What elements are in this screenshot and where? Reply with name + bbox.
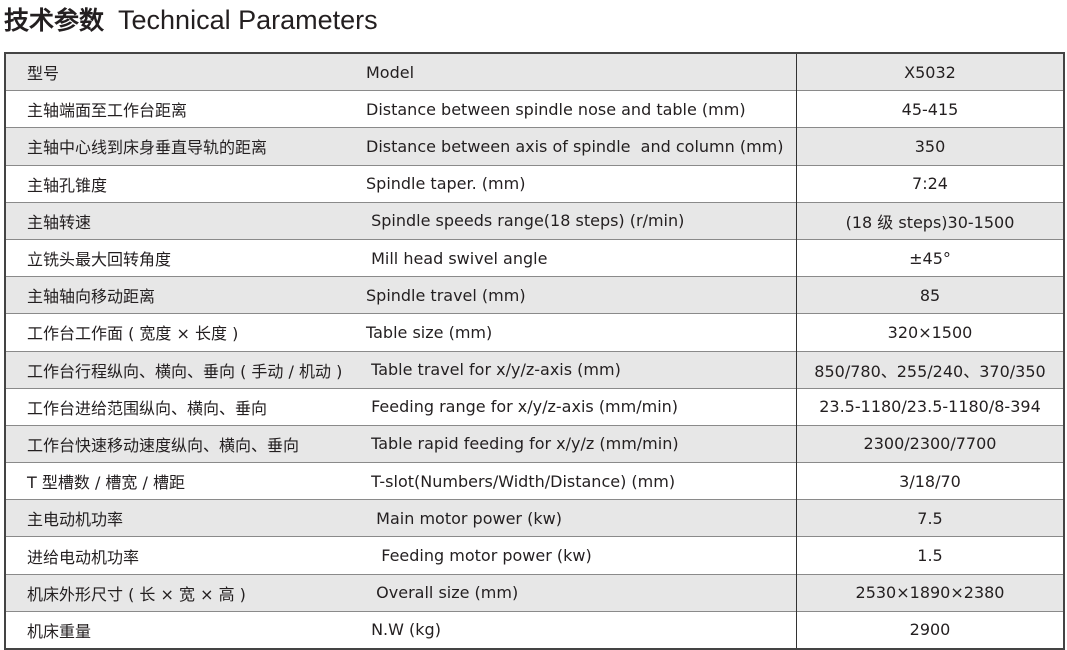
label-chinese: 工作台快速移动速度纵向、横向、垂向 [5,424,362,463]
label-english: Distance between axis of spindle and col… [362,127,797,166]
label-english: Table travel for x/y/z-axis (mm) [362,350,797,389]
parameter-value: 23.5-1180/23.5-1180/8-394 [796,387,1064,426]
label-chinese: 主轴孔锥度 [5,164,362,203]
label-chinese: T 型槽数 / 槽宽 / 槽距 [5,462,362,500]
label-chinese: 主轴中心线到床身垂直导轨的距离 [5,127,362,166]
table-row: 工作台工作面 ( 宽度 × 长度 ) Table size (mm) 320×150… [5,313,1064,351]
table-row: 主电动机功率 Main motor power (kw) 7.5 [5,499,1064,537]
label-chinese: 主轴轴向移动距离 [5,276,362,314]
label-chinese: 进给电动机功率 [5,536,362,575]
parameter-value: 350 [796,127,1064,166]
parameter-value: (18 级 steps)30-1500 [796,201,1064,240]
label-chinese: 工作台行程纵向、横向、垂向 ( 手动 / 机动 ) [5,350,362,389]
table-row: T 型槽数 / 槽宽 / 槽距 T-slot(Numbers/Width/Dis… [5,462,1064,500]
table-row: 主轴孔锥度 Spindle taper. (mm) 7:24 [5,164,1064,203]
label-english: Spindle speeds range(18 steps) (r/min) [362,201,797,240]
parameter-value: 2300/2300/7700 [796,424,1064,463]
label-chinese: 主轴转速 [5,201,362,240]
label-english: Table size (mm) [362,313,797,351]
page-title: 技术参数 Technical Parameters [4,3,378,38]
parameter-value: ±45° [796,238,1064,277]
label-english: Table rapid feeding for x/y/z (mm/min) [362,424,797,463]
parameter-value: 7.5 [796,499,1064,537]
label-chinese: 工作台工作面 ( 宽度 × 长度 ) [5,313,362,351]
label-english: N.W (kg) [362,610,797,649]
parameter-value: 2900 [796,610,1064,649]
table-row: 型号 Model X5032 [5,52,1064,91]
label-english: Main motor power (kw) [362,499,797,537]
label-chinese: 主轴端面至工作台距离 [5,90,362,128]
table-row: 主轴轴向移动距离 Spindle travel (mm) 85 [5,276,1064,314]
parameter-value: 45-415 [796,90,1064,128]
label-english: Distance between spindle nose and table … [362,90,797,128]
table-row: 工作台行程纵向、横向、垂向 ( 手动 / 机动 ) Table travel f… [5,350,1064,389]
parameter-value: 850/780、255/240、370/350 [796,350,1064,389]
parameter-value: 320×1500 [796,313,1064,351]
label-english: Overall size (mm) [362,573,797,612]
title-chinese: 技术参数 [4,6,105,35]
table-row: 立铣头最大回转角度 Mill head swivel angle ±45° [5,238,1064,277]
parameter-value: 85 [796,276,1064,314]
label-chinese: 工作台进给范围纵向、横向、垂向 [5,387,362,426]
table-row: 主轴端面至工作台距离 Distance between spindle nose … [5,90,1064,128]
label-chinese: 主电动机功率 [5,499,362,537]
label-english: Spindle taper. (mm) [362,164,797,203]
table-row: 机床外形尺寸 ( 长 × 宽 × 高 ) Overall size (mm) 25… [5,573,1064,612]
parameter-value: 2530×1890×2380 [796,573,1064,612]
table-row: 工作台快速移动速度纵向、横向、垂向 Table rapid feeding fo… [5,424,1064,463]
label-english: T-slot(Numbers/Width/Distance) (mm) [362,462,797,500]
label-english: Feeding range for x/y/z-axis (mm/min) [362,387,797,426]
parameters-table: 型号 Model X5032 主轴端面至工作台距离 Distance between s… [4,52,1065,650]
label-chinese: 型号 [5,52,362,91]
title-english: Technical Parameters [118,5,378,35]
table-row: 主轴中心线到床身垂直导轨的距离 Distance between axis of … [5,127,1064,166]
label-chinese: 立铣头最大回转角度 [5,238,362,277]
label-english: Mill head swivel angle [362,238,797,277]
label-english: Spindle travel (mm) [362,276,797,314]
label-chinese: 机床重量 [5,610,362,649]
table-row: 主轴转速 Spindle speeds range(18 steps) (r/m… [5,201,1064,240]
label-chinese: 机床外形尺寸 ( 长 × 宽 × 高 ) [5,573,362,612]
parameter-value: 1.5 [796,536,1064,575]
parameter-value: 7:24 [796,164,1064,203]
label-english: Feeding motor power (kw) [362,536,797,575]
table-row: 进给电动机功率 Feeding motor power (kw) 1.5 [5,536,1064,575]
parameter-value: X5032 [796,52,1064,91]
table-row: 工作台进给范围纵向、横向、垂向 Feeding range for x/y/z-… [5,387,1064,426]
parameter-value: 3/18/70 [796,462,1064,500]
table-row: 机床重量 N.W (kg) 2900 [5,610,1064,649]
label-english: Model [362,52,797,91]
